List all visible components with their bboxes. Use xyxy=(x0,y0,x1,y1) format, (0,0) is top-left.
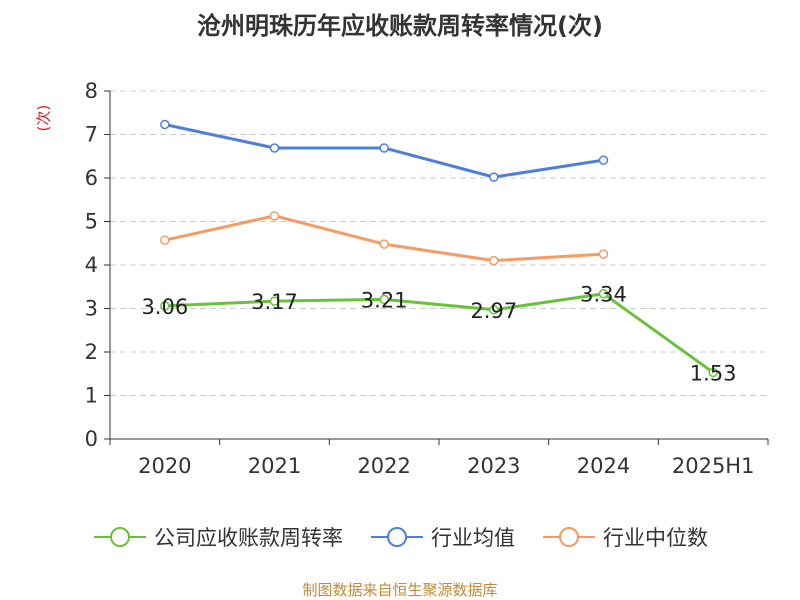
y-tick-label-0: 0 xyxy=(85,427,98,451)
legend-swatch-industry-avg xyxy=(371,527,423,547)
data-label-turnover-2020: 3.06 xyxy=(141,295,188,319)
legend-label-industry-median: 行业中位数 xyxy=(603,526,708,550)
point-industry-median-2024 xyxy=(598,249,609,259)
legend-swatch-turnover xyxy=(94,527,146,547)
x-tick-label-2021: 2021 xyxy=(248,454,301,478)
point-industry-median-2020 xyxy=(160,235,170,245)
point-industry-avg-2024 xyxy=(598,155,609,165)
point-turnover-2021 xyxy=(269,296,280,306)
data-labels: 3.06 3.17 3.21 2.97 3.34 1.53 xyxy=(141,283,736,386)
point-industry-median-2023 xyxy=(489,255,499,266)
y-tick-label-8: 8 xyxy=(85,79,98,103)
legend-label-industry-avg: 行业均值 xyxy=(431,526,515,550)
axes: 0 1 2 3 4 5 6 7 8 2020 2021 2022 2023 2024 2025H1 xyxy=(85,79,769,478)
y-tick-label-4: 4 xyxy=(85,253,98,277)
data-label-turnover-2021: 3.17 xyxy=(251,290,298,314)
x-tick-label-2024: 2024 xyxy=(577,454,630,478)
y-tick-label-1: 1 xyxy=(85,384,98,408)
data-label-turnover-2025H1: 1.53 xyxy=(690,361,737,385)
point-turnover-2025H1 xyxy=(708,367,718,378)
x-tick-label-2022: 2022 xyxy=(357,454,410,478)
point-industry-median-2022 xyxy=(379,239,389,249)
y-tick-label-3: 3 xyxy=(85,297,98,321)
y-tick-label-5: 5 xyxy=(85,210,98,234)
point-industry-median-2021 xyxy=(269,211,280,221)
point-turnover-2022 xyxy=(379,294,389,305)
point-industry-avg-2022 xyxy=(379,143,389,153)
y-tick-label-7: 7 xyxy=(85,123,98,147)
series-line-industry-median xyxy=(163,214,605,263)
point-industry-avg-2021 xyxy=(269,143,280,153)
point-turnover-2024 xyxy=(598,288,609,299)
data-source-note: 制图数据来自恒生聚源数据库 xyxy=(302,581,498,599)
legend-item-industry-avg[interactable]: 行业均值 xyxy=(369,522,515,552)
legend-swatch-industry-median xyxy=(543,527,595,547)
point-turnover-2023 xyxy=(489,305,499,315)
series xyxy=(160,119,718,378)
series-line-turnover xyxy=(163,292,715,374)
y-tick-label-2: 2 xyxy=(85,340,98,364)
data-label-turnover-2024: 3.34 xyxy=(580,283,627,307)
grid-lines xyxy=(110,90,768,396)
x-tick-label-2023: 2023 xyxy=(467,454,520,478)
x-tick-label-2020: 2020 xyxy=(138,454,191,478)
point-turnover-2020 xyxy=(160,301,170,311)
point-industry-avg-2020 xyxy=(160,119,170,130)
chart-title: 沧州明珠历年应收账款周转率情况(次) xyxy=(197,12,603,40)
legend: 公司应收账款周转率 行业均值 行业中位数 xyxy=(0,517,800,557)
data-label-turnover-2022: 3.21 xyxy=(361,288,408,312)
data-label-turnover-2023: 2.97 xyxy=(470,299,517,323)
y-tick-label-6: 6 xyxy=(85,166,98,190)
legend-item-industry-median[interactable]: 行业中位数 xyxy=(541,522,708,552)
legend-label-turnover: 公司应收账款周转率 xyxy=(154,526,343,550)
x-tick-label-2025H1: 2025H1 xyxy=(672,454,755,478)
point-industry-avg-2023 xyxy=(489,172,499,182)
legend-item-turnover[interactable]: 公司应收账款周转率 xyxy=(92,522,343,552)
